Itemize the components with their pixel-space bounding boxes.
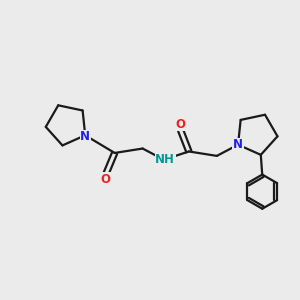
- Text: O: O: [175, 118, 185, 131]
- Text: N: N: [233, 138, 243, 151]
- Text: NH: NH: [155, 153, 175, 166]
- Text: N: N: [80, 130, 90, 143]
- Text: O: O: [101, 173, 111, 186]
